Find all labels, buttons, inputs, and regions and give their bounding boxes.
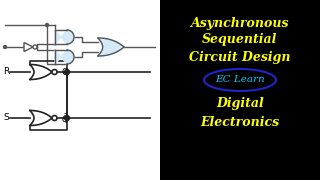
Circle shape	[52, 116, 57, 120]
Circle shape	[52, 69, 57, 75]
Text: Digital: Digital	[216, 98, 264, 111]
Circle shape	[33, 45, 37, 49]
Polygon shape	[30, 111, 52, 125]
Text: S: S	[3, 114, 9, 123]
Text: Circuit Design: Circuit Design	[189, 51, 291, 64]
Polygon shape	[30, 64, 52, 80]
Ellipse shape	[204, 69, 276, 91]
Text: EC Learn: EC Learn	[215, 75, 265, 84]
Circle shape	[65, 69, 69, 75]
Polygon shape	[98, 38, 124, 56]
Bar	[0, 0, 162, 180]
Bar	[160, 0, 320, 180]
Circle shape	[4, 46, 6, 48]
Text: Electronics: Electronics	[200, 116, 280, 129]
Polygon shape	[24, 42, 33, 51]
Text: Asynchronous: Asynchronous	[191, 17, 289, 30]
Text: Sequential: Sequential	[202, 33, 278, 46]
Circle shape	[45, 24, 49, 26]
Text: $\bar{Q}$: $\bar{Q}$	[61, 112, 70, 126]
Polygon shape	[55, 50, 74, 64]
Circle shape	[65, 116, 69, 120]
Text: Q: Q	[61, 68, 68, 76]
Polygon shape	[55, 30, 74, 44]
Text: R: R	[3, 68, 9, 76]
